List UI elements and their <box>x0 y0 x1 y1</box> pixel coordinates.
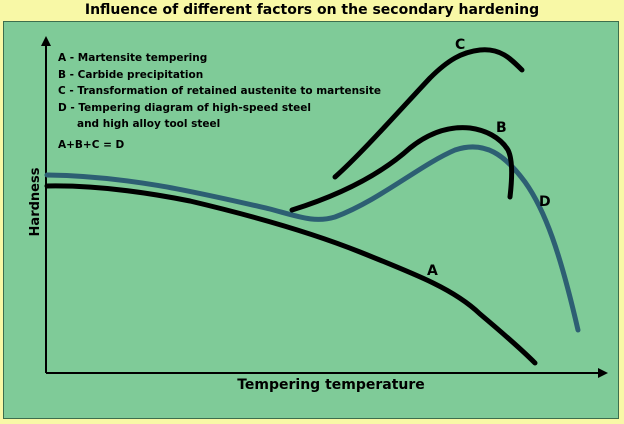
legend-item-d: D - Tempering diagram of high-speed stee… <box>58 101 312 114</box>
x-axis-label: Tempering temperature <box>237 377 425 393</box>
curve-label-d: D <box>539 194 551 210</box>
curve-label-c: C <box>455 37 465 53</box>
legend-equation: A+B+C = D <box>58 138 125 151</box>
legend-item-b: B - Carbide precipitation <box>58 68 204 81</box>
curve-c <box>332 47 525 180</box>
curve-label-a: A <box>427 263 438 279</box>
chart-title: Influence of different factors on the se… <box>84 2 540 18</box>
y-axis-label: Hardness <box>28 167 43 236</box>
curve-label-b: B <box>496 120 507 136</box>
curve-a <box>44 183 538 366</box>
curve-b <box>289 125 515 213</box>
legend-item-a: A - Martensite tempering <box>58 52 208 64</box>
legend-item-d-continued: and high alloy tool steel <box>77 118 221 130</box>
legend-item-c: C - Transformation of retained austenite… <box>58 85 382 97</box>
legend: A - Martensite tempering B - Carbide pre… <box>58 50 381 153</box>
curve-d <box>44 144 581 333</box>
